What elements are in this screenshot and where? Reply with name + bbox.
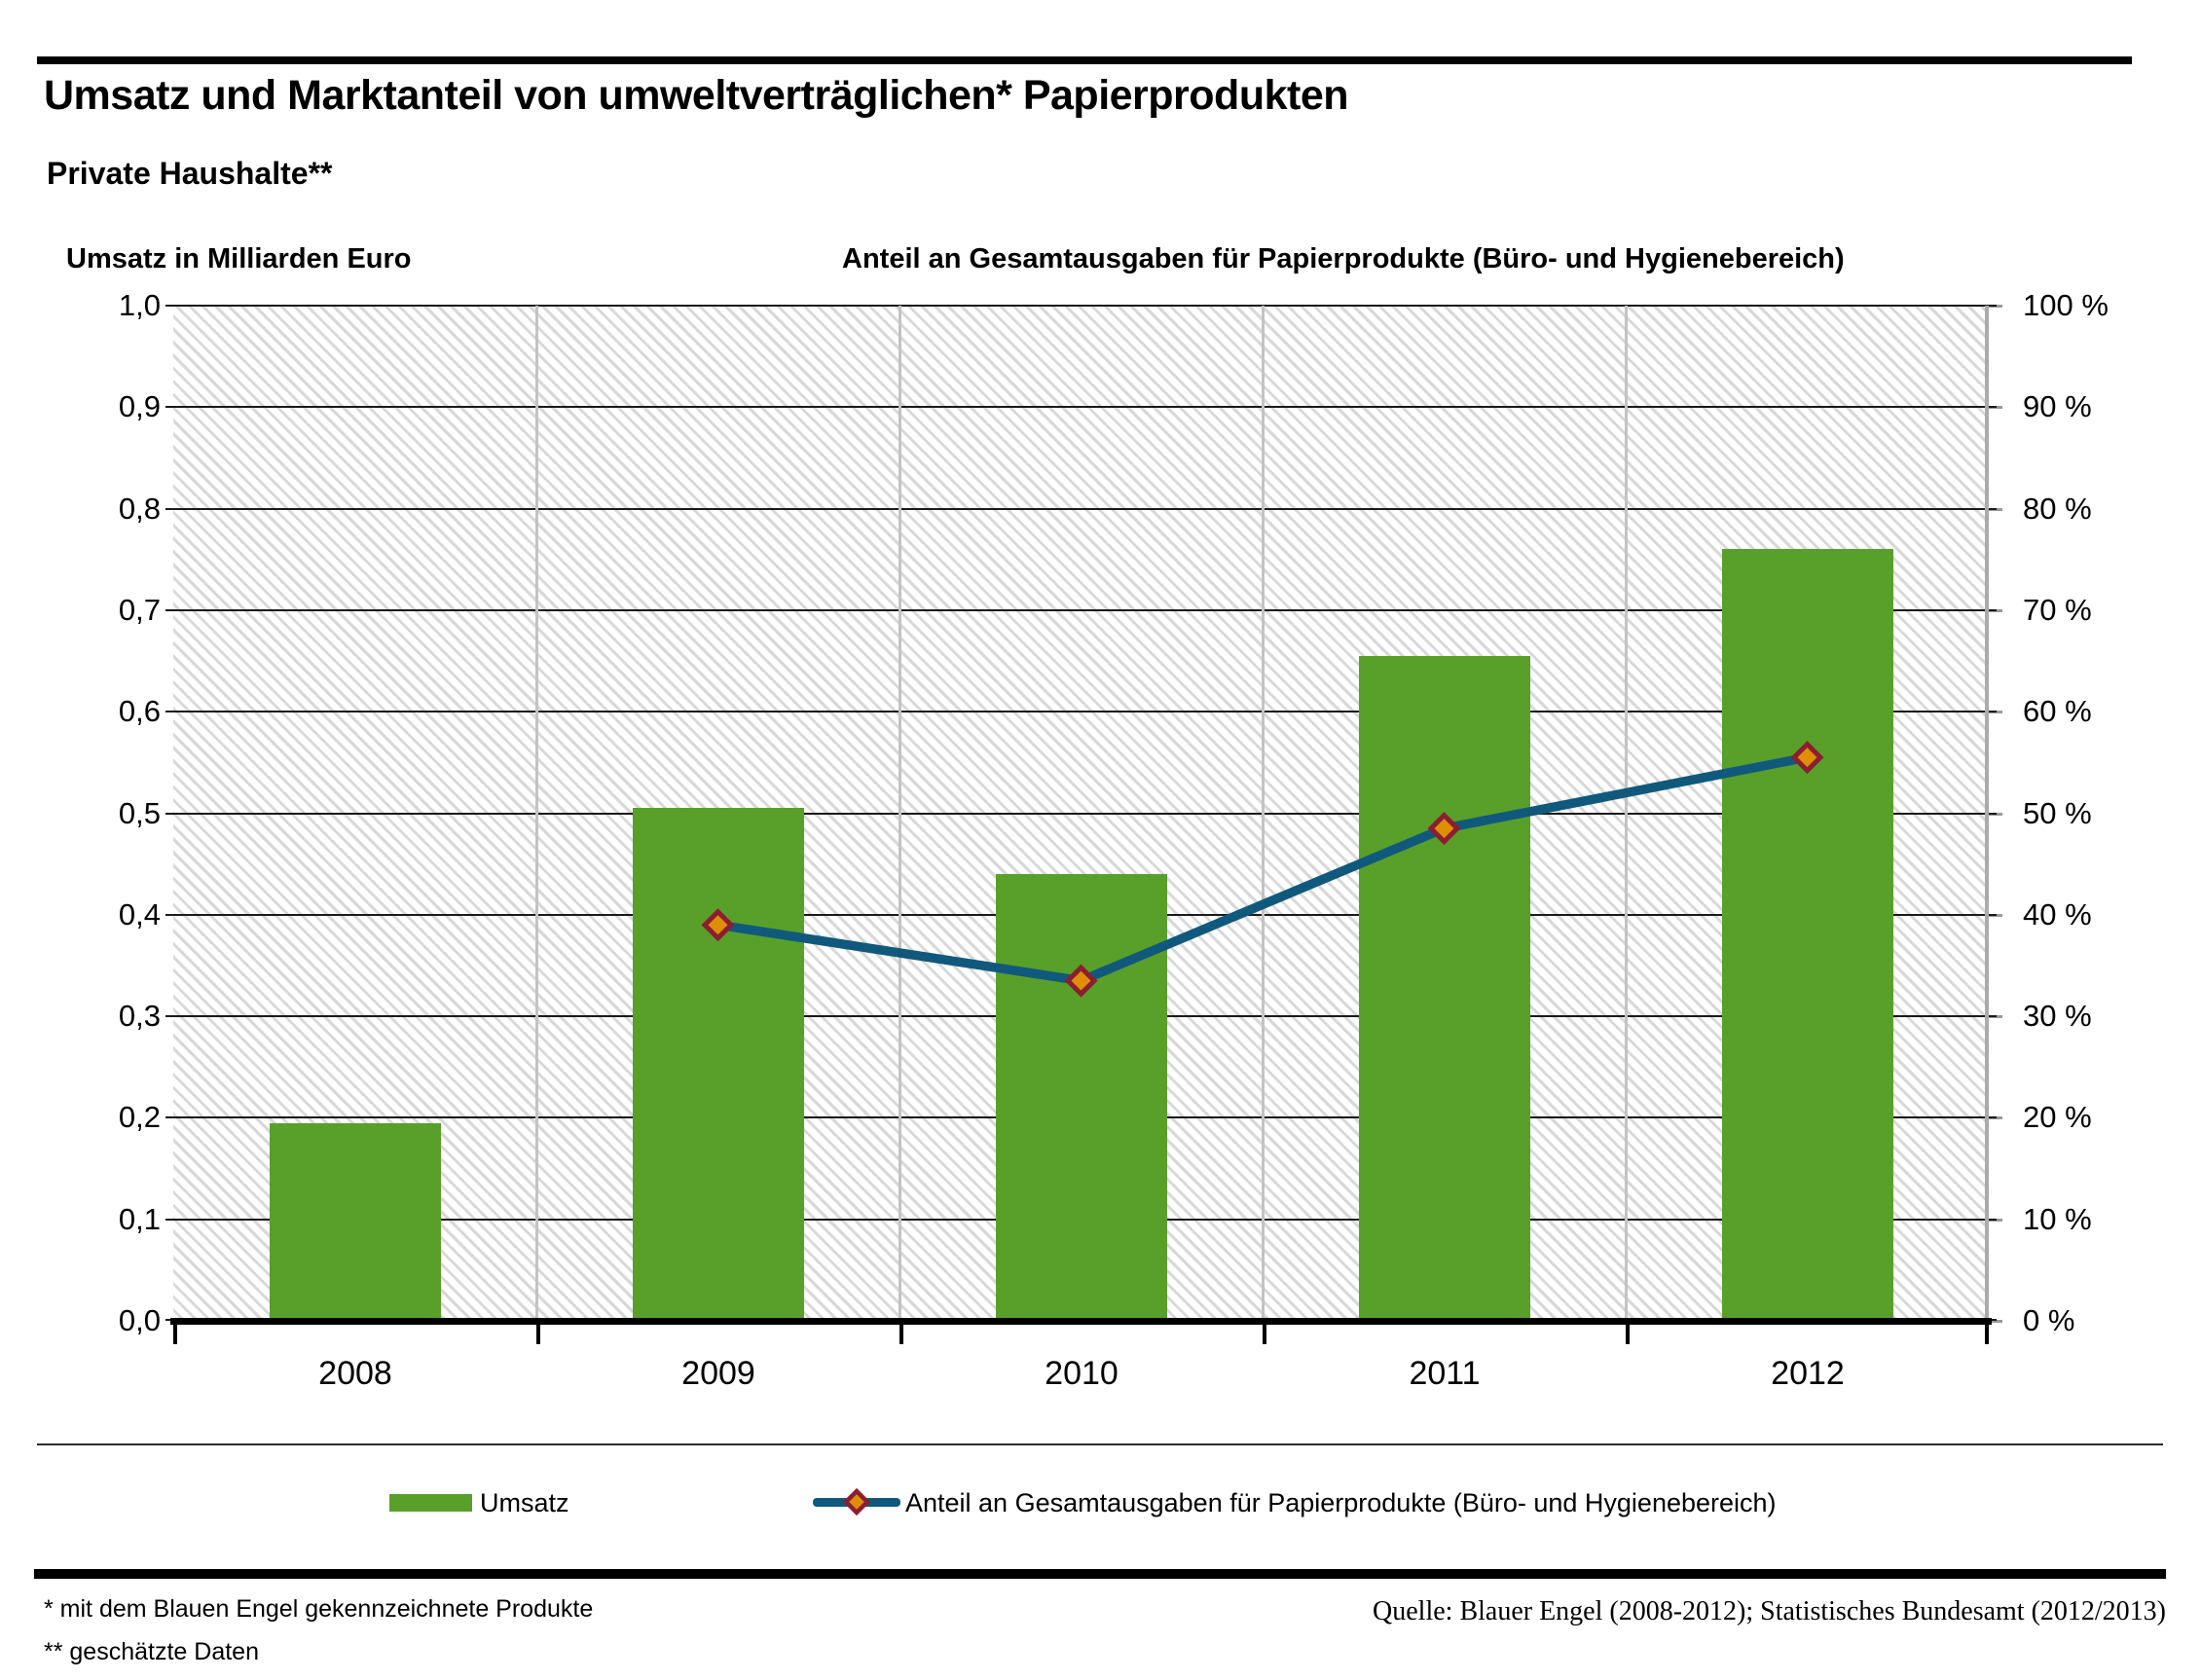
bar-2008 — [270, 1123, 441, 1321]
diamond-marker — [1064, 964, 1098, 998]
left-axis-tick-label: 1,0 — [118, 288, 161, 322]
legend-umsatz-label: Umsatz — [480, 1488, 569, 1517]
right-axis-tick-label: 0 % — [2023, 1303, 2075, 1337]
page-subtitle: Private Haushalte** — [47, 156, 333, 191]
gridline — [165, 508, 1997, 510]
left-axis-title: Umsatz in Milliarden Euro — [66, 243, 412, 274]
x-axis-line — [170, 1318, 1992, 1325]
plot-right-border — [1985, 306, 1989, 1321]
legend-anteil-diamond-icon — [842, 1487, 871, 1516]
left-axis-tick-label: 0,3 — [118, 999, 161, 1033]
left-axis-tick-label: 0,7 — [118, 593, 161, 627]
footnote-blauer-engel: * mit dem Blauen Engel gekennzeichnete P… — [44, 1595, 594, 1623]
left-axis-tick-label: 0,2 — [118, 1100, 161, 1134]
left-axis-tick-label: 0,9 — [118, 389, 161, 423]
x-axis-ticks — [173, 1318, 1989, 1347]
right-axis-tick-label: 90 % — [2023, 389, 2092, 423]
gridline — [165, 711, 1997, 712]
footnote-geschaetzte-daten: ** geschätzte Daten — [44, 1638, 259, 1665]
left-axis-tick-label: 0,1 — [118, 1202, 161, 1236]
x-axis-tick — [1626, 1318, 1630, 1344]
bar-2011 — [1359, 656, 1530, 1321]
left-axis-labels: 1,0 0,9 0,8 0,7 0,6 0,5 0,4 0,3 0,2 0,1 0,0 — [39, 288, 161, 1337]
gridline — [165, 305, 1997, 307]
vertical-gridline — [899, 306, 901, 1321]
left-axis-tick-label: 0,0 — [118, 1303, 161, 1337]
right-axis-labels: 100 % 90 % 80 % 70 % 60 % 50 % 40 % 30 % 20 % 10 … — [2023, 288, 2198, 1337]
left-axis-tick-label: 0,4 — [118, 897, 161, 931]
right-axis-tick-label: 40 % — [2023, 897, 2092, 931]
left-axis-tick-label: 0,5 — [118, 796, 161, 830]
x-axis-tick — [536, 1318, 540, 1344]
x-axis-label-2009: 2009 — [681, 1355, 755, 1392]
left-axis-tick-label: 0,6 — [118, 694, 161, 728]
bottom-rule — [34, 1569, 2166, 1579]
x-axis-label-2011: 2011 — [1409, 1355, 1481, 1392]
right-axis-tick-label: 80 % — [2023, 492, 2092, 526]
page-title: Umsatz und Marktanteil von umweltverträg… — [44, 72, 1349, 119]
right-axis-tick-label: 100 % — [2023, 288, 2109, 322]
top-rule — [37, 56, 2132, 64]
right-axis-tick-label: 10 % — [2023, 1202, 2092, 1236]
diamond-marker — [1790, 741, 1824, 775]
left-axis-tick-label: 0,8 — [118, 492, 161, 526]
right-axis-tick — [1989, 1320, 2002, 1323]
x-axis-tick — [1263, 1318, 1266, 1344]
right-axis-tick-label: 20 % — [2023, 1100, 2092, 1134]
right-axis-title: Anteil an Gesamtausgaben für Papierprodu… — [842, 243, 1845, 274]
legend-umsatz-swatch — [389, 1494, 472, 1512]
anteil-line-chart — [701, 741, 1824, 998]
x-axis-tick — [1985, 1318, 1989, 1344]
x-axis-tick — [173, 1318, 177, 1344]
right-axis-tick-label: 30 % — [2023, 999, 2092, 1033]
plot-area — [165, 305, 1997, 1321]
x-axis-label-2008: 2008 — [318, 1355, 392, 1392]
gridline — [165, 609, 1997, 611]
source-line: Quelle: Blauer Engel (2008-2012); Statis… — [1373, 1596, 2166, 1626]
vertical-gridline — [1625, 306, 1628, 1321]
diamond-marker — [701, 908, 735, 942]
gridline — [165, 813, 1997, 815]
x-axis-label-2012: 2012 — [1771, 1355, 1845, 1392]
bar-2009 — [633, 808, 804, 1321]
vertical-gridline — [1262, 306, 1265, 1321]
legend-anteil-label: Anteil an Gesamtausgaben für Papierprodu… — [905, 1488, 1777, 1517]
right-axis-tick-label: 60 % — [2023, 694, 2092, 728]
right-axis-tick-label: 50 % — [2023, 796, 2092, 830]
bar-2010 — [996, 874, 1167, 1321]
x-axis-tick — [899, 1318, 903, 1344]
right-axis-tick-label: 70 % — [2023, 593, 2092, 627]
diamond-marker — [1427, 812, 1461, 846]
gridline — [165, 406, 1997, 408]
vertical-gridline — [535, 306, 538, 1321]
x-axis-labels: 2008 2009 2010 2011 2012 — [173, 1355, 1989, 1404]
legend-separator — [37, 1443, 2163, 1445]
x-axis-label-2010: 2010 — [1045, 1355, 1119, 1392]
anteil-line — [716, 752, 1809, 986]
bar-2012 — [1722, 549, 1893, 1321]
